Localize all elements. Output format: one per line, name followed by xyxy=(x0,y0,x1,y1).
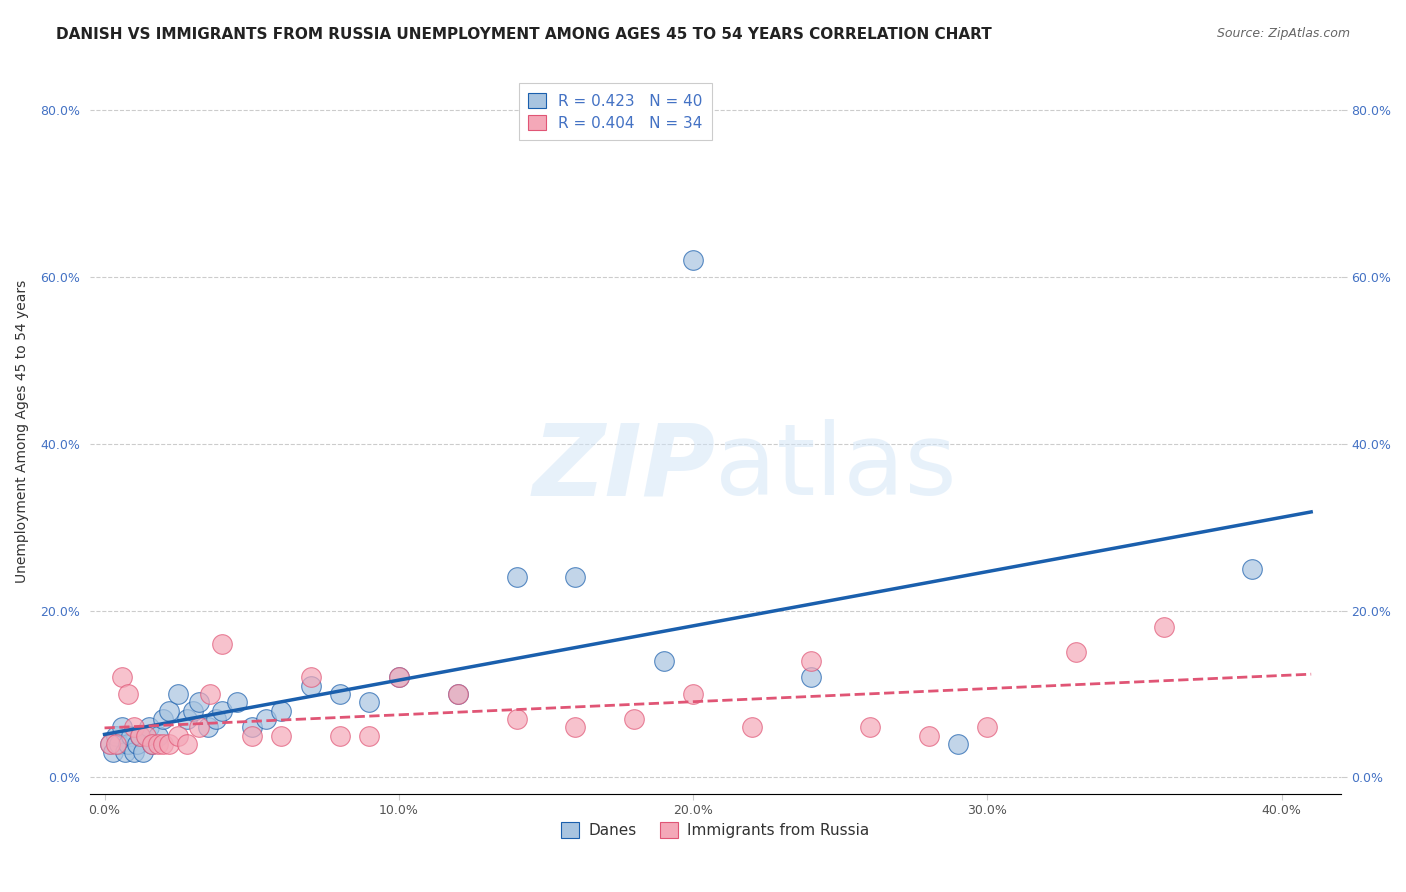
Point xyxy=(505,712,527,726)
Point xyxy=(187,695,209,709)
Point xyxy=(114,745,136,759)
Point xyxy=(135,729,157,743)
Point xyxy=(157,704,180,718)
Point xyxy=(652,654,675,668)
Point xyxy=(105,737,128,751)
Point xyxy=(623,712,645,726)
Point xyxy=(197,720,219,734)
Point xyxy=(329,687,352,701)
Point xyxy=(167,729,190,743)
Point xyxy=(111,720,134,734)
Point xyxy=(152,712,174,726)
Point xyxy=(388,670,411,684)
Point xyxy=(117,737,139,751)
Point xyxy=(447,687,470,701)
Point xyxy=(682,253,704,268)
Point xyxy=(100,737,122,751)
Point xyxy=(146,729,169,743)
Point xyxy=(187,720,209,734)
Point xyxy=(1241,562,1264,576)
Point xyxy=(359,695,381,709)
Point xyxy=(946,737,969,751)
Point xyxy=(976,720,998,734)
Point xyxy=(270,704,292,718)
Point xyxy=(226,695,249,709)
Point xyxy=(564,570,586,584)
Point xyxy=(800,670,823,684)
Point xyxy=(917,729,939,743)
Text: Source: ZipAtlas.com: Source: ZipAtlas.com xyxy=(1216,27,1350,40)
Point xyxy=(329,729,352,743)
Point xyxy=(122,720,145,734)
Point xyxy=(505,570,527,584)
Point xyxy=(152,737,174,751)
Point xyxy=(157,737,180,751)
Point xyxy=(108,737,131,751)
Point xyxy=(211,704,233,718)
Point xyxy=(1153,620,1175,634)
Point xyxy=(103,745,125,759)
Point xyxy=(447,687,470,701)
Point xyxy=(128,729,150,743)
Point xyxy=(176,712,198,726)
Point xyxy=(132,745,155,759)
Point xyxy=(359,729,381,743)
Text: atlas: atlas xyxy=(716,419,957,516)
Point xyxy=(117,687,139,701)
Point xyxy=(146,737,169,751)
Point xyxy=(859,720,882,734)
Point xyxy=(200,687,222,701)
Point xyxy=(240,720,263,734)
Point xyxy=(181,704,204,718)
Point xyxy=(388,670,411,684)
Point xyxy=(105,729,128,743)
Point xyxy=(120,729,142,743)
Point xyxy=(211,637,233,651)
Point xyxy=(141,737,163,751)
Point xyxy=(167,687,190,701)
Point xyxy=(125,737,148,751)
Point xyxy=(205,712,228,726)
Point xyxy=(682,687,704,701)
Point xyxy=(800,654,823,668)
Point xyxy=(138,720,160,734)
Point xyxy=(128,729,150,743)
Point xyxy=(1064,645,1087,659)
Point xyxy=(240,729,263,743)
Point xyxy=(299,670,322,684)
Point xyxy=(100,737,122,751)
Text: ZIP: ZIP xyxy=(533,419,716,516)
Point xyxy=(299,679,322,693)
Text: DANISH VS IMMIGRANTS FROM RUSSIA UNEMPLOYMENT AMONG AGES 45 TO 54 YEARS CORRELAT: DANISH VS IMMIGRANTS FROM RUSSIA UNEMPLO… xyxy=(56,27,993,42)
Point xyxy=(564,720,586,734)
Point xyxy=(254,712,277,726)
Point xyxy=(176,737,198,751)
Point xyxy=(270,729,292,743)
Legend: Danes, Immigrants from Russia: Danes, Immigrants from Russia xyxy=(555,816,876,845)
Point xyxy=(122,745,145,759)
Y-axis label: Unemployment Among Ages 45 to 54 years: Unemployment Among Ages 45 to 54 years xyxy=(15,279,30,582)
Point xyxy=(111,670,134,684)
Point xyxy=(141,737,163,751)
Point xyxy=(741,720,763,734)
